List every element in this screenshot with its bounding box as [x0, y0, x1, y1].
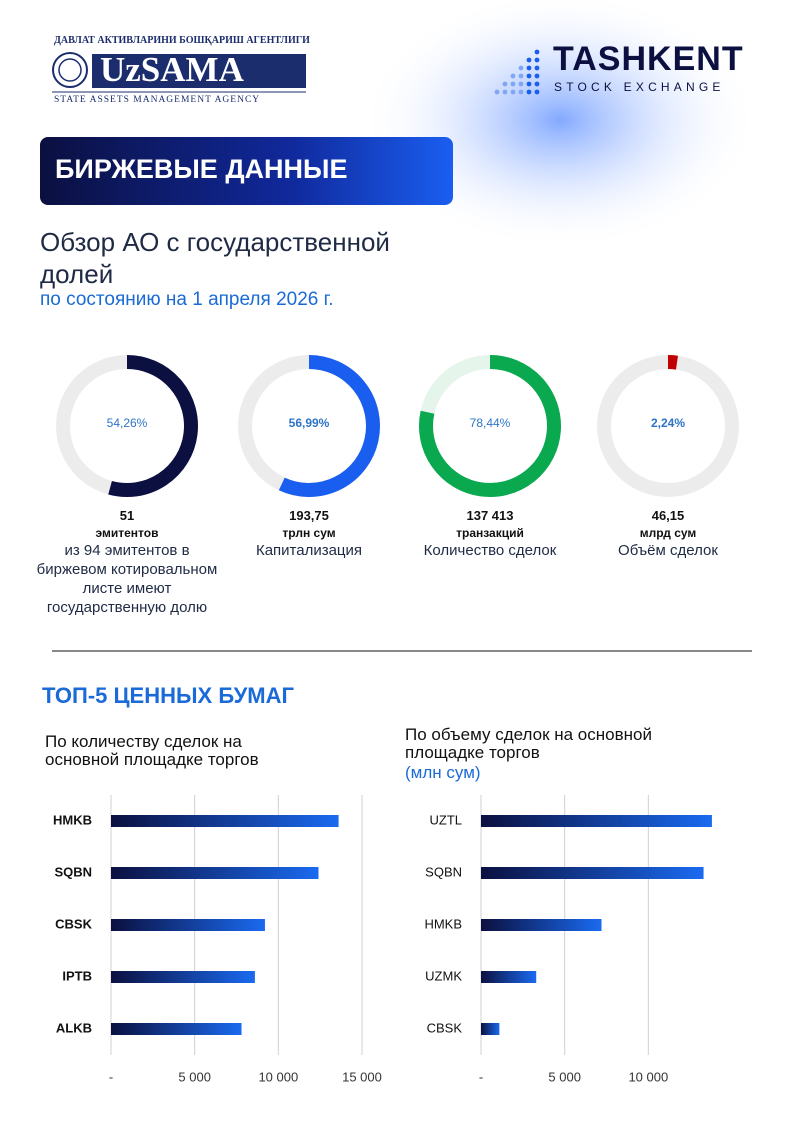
logo-dot [526, 57, 532, 63]
logo-dot [534, 73, 540, 79]
logo-dot [510, 81, 516, 87]
x-tick-label: 10 000 [628, 1069, 668, 1084]
chart-title: По объему сделок на основной площадке то… [405, 725, 652, 762]
x-tick-label: - [479, 1069, 483, 1084]
x-tick-label: 10 000 [258, 1069, 298, 1084]
x-tick-label: - [109, 1069, 113, 1084]
y-tick-label: ALKB [56, 1020, 92, 1035]
logo-dot [526, 65, 532, 71]
background-glow [360, 0, 760, 250]
bar [111, 867, 319, 879]
stat-value: 51 [119, 508, 135, 523]
banner [40, 137, 453, 205]
logo-dot [534, 49, 540, 55]
donut-caption: 51 эмитентов из 94 эмитентов в биржевом ко… [27, 507, 227, 617]
donut-caption: 46,15 млрд сум Объём сделок [568, 507, 768, 560]
logo-dot [518, 65, 524, 71]
donut-caption: 193,75 трлн сум Капитализация [209, 507, 409, 560]
x-tick-label: 5 000 [548, 1069, 581, 1084]
section-title: ТОП-5 ЦЕННЫХ БУМАГ [42, 683, 294, 708]
y-tick-label: IPTB [62, 968, 92, 983]
bar [111, 919, 265, 931]
x-tick-label: 15 000 [342, 1069, 382, 1084]
y-tick-label: HMKB [424, 916, 462, 931]
logo-dot [526, 81, 532, 87]
uzsama-emblem [52, 52, 306, 93]
chart-subtitle: (млн сум) [405, 763, 481, 782]
logo-dot [510, 73, 516, 79]
y-tick-label: UZMK [425, 968, 462, 983]
stat-unit: млрд сум [639, 526, 697, 540]
donut-value-label: 2,24% [651, 416, 685, 430]
logo-dot [502, 81, 508, 87]
stat-caption: Объём сделок [618, 542, 718, 559]
bar [111, 1023, 242, 1035]
stat-unit: трлн сум [282, 526, 336, 540]
bar [111, 971, 255, 983]
logo-dot [534, 81, 540, 87]
page-subtitle: по состоянию на 1 апреля 2026 г. [40, 289, 334, 310]
stat-unit: транзакций [456, 526, 524, 540]
donut-value-label: 54,26% [107, 416, 148, 430]
exchange-subline: STOCK EXCHANGE [554, 80, 725, 94]
logo-dot [526, 73, 532, 79]
x-tick-label: 5 000 [178, 1069, 211, 1084]
stat-caption: Количество сделок [423, 542, 557, 559]
donut-arc [278, 355, 380, 497]
logo-dot [510, 89, 516, 95]
stat-value: 46,15 [651, 508, 685, 523]
logo-dot [518, 73, 524, 79]
agency-name: UzSAMA [100, 50, 244, 89]
stat-value: 193,75 [289, 508, 329, 523]
logo-dot [526, 89, 532, 95]
bar [481, 867, 704, 879]
y-tick-label: SQBN [425, 864, 462, 879]
chart-title: По количеству сделок на основной площадк… [45, 732, 259, 769]
donut-arc [667, 355, 678, 370]
banner-text: БИРЖЕВЫЕ ДАННЫЕ [55, 154, 348, 184]
exchange-name: TASHKENT [553, 40, 744, 78]
stat-caption: из 94 эмитентов в биржевом котировальном… [36, 542, 218, 616]
donut-caption: 137 413 транзакций Количество сделок [390, 507, 590, 560]
bar [481, 1023, 500, 1035]
stat-unit: эмитентов [95, 526, 159, 540]
y-tick-label: SQBN [54, 864, 92, 879]
agency-subline: STATE ASSETS MANAGEMENT AGENCY [54, 95, 261, 105]
bar [481, 919, 602, 931]
stat-value: 137 413 [466, 508, 514, 523]
tse-logo-dots [494, 49, 540, 95]
logo-dot [494, 89, 500, 95]
bar [111, 815, 339, 827]
y-tick-label: CBSK [55, 916, 92, 931]
donut-value-label: 78,44% [470, 416, 511, 430]
y-tick-label: CBSK [427, 1020, 463, 1035]
logo-dot [518, 89, 524, 95]
page-title: Обзор АО с государственной долей [40, 227, 390, 289]
donut-arc [108, 355, 198, 497]
y-tick-label: UZTL [430, 812, 463, 827]
logo-dot [534, 65, 540, 71]
stat-caption: Капитализация [255, 542, 363, 559]
logo-dot [534, 57, 540, 63]
agency-line: ДАВЛАТ АКТИВЛАРИНИ БОШҚАРИШ АГЕНТЛИГИ [54, 35, 310, 46]
donut-value-label: 56,99% [289, 416, 330, 430]
donut-arc [419, 355, 561, 497]
bar [481, 971, 537, 983]
logo-dot [534, 89, 540, 95]
bar [481, 815, 712, 827]
y-tick-label: HMKB [53, 812, 92, 827]
logo-dot [502, 89, 508, 95]
logo-dot [518, 81, 524, 87]
